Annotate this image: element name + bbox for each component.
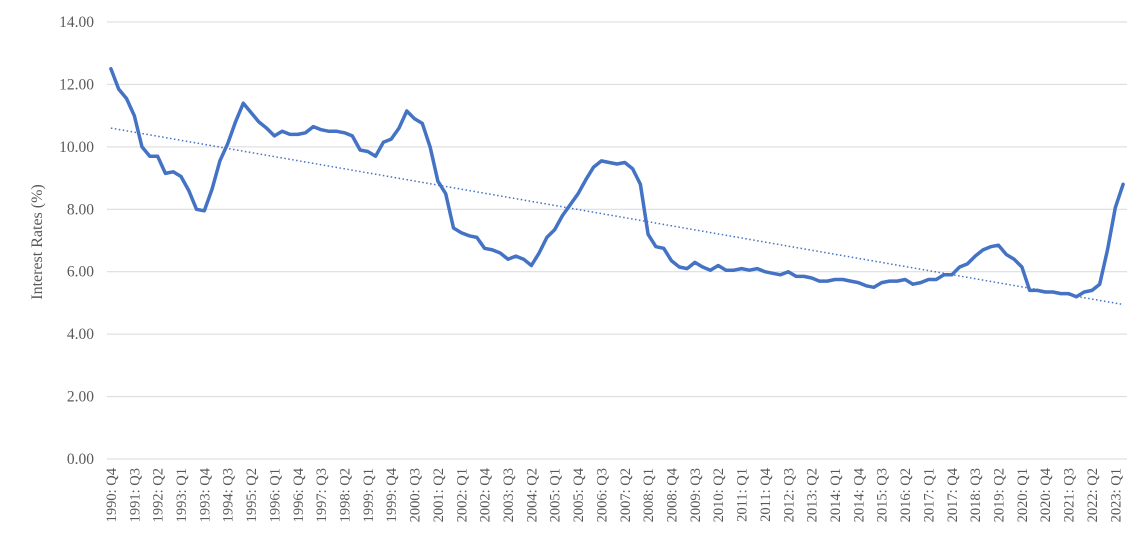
x-tick-label: 1996: Q4 (291, 467, 307, 522)
x-tick-label: 2014: Q1 (828, 468, 844, 522)
y-tick-label: 12.00 (59, 76, 94, 93)
x-tick-label: 2010: Q2 (711, 468, 727, 522)
x-tick-label: 1997: Q3 (314, 468, 330, 522)
x-tick-label: 2000: Q3 (408, 468, 424, 522)
x-tick-label: 2017: Q4 (945, 467, 961, 522)
x-tick-label: 2014: Q4 (851, 467, 867, 522)
y-tick-label: 0.00 (67, 451, 94, 468)
x-tick-label: 1991: Q3 (127, 468, 143, 522)
x-tick-label: 1999: Q1 (361, 468, 377, 522)
y-tick-label: 2.00 (67, 389, 94, 406)
x-tick-label: 2020: Q1 (1015, 468, 1031, 522)
x-tick-label: 1993: Q1 (174, 468, 190, 522)
x-tick-label: 1990: Q4 (104, 467, 120, 522)
x-tick-label: 2020: Q4 (1038, 467, 1054, 522)
gridlines (107, 21, 1127, 398)
x-tick-label: 2004: Q2 (524, 468, 540, 522)
x-tick-label: 2017: Q1 (921, 468, 937, 522)
x-tick-label: 1993: Q4 (197, 467, 213, 522)
x-tick-label: 1992: Q2 (151, 468, 167, 522)
y-tick-label: 14.00 (59, 14, 94, 31)
x-tick-label: 1996: Q1 (267, 468, 283, 522)
x-tick-label: 1994: Q3 (221, 468, 237, 522)
x-tick-label: 2003: Q3 (501, 468, 517, 522)
x-tick-label: 2012: Q3 (781, 468, 797, 522)
x-tick-label: 2018: Q3 (968, 468, 984, 522)
trendline (110, 127, 1124, 306)
x-axis-ticks: 1990: Q4 1991: Q3 1992: Q2 1993: Q1 1993: Q4… (104, 467, 1124, 522)
y-tick-label: 4.00 (67, 326, 94, 343)
x-tick-label: 2011: Q1 (735, 468, 751, 522)
x-tick-label: 2008: Q4 (665, 467, 681, 522)
x-tick-label: 2015: Q3 (875, 468, 891, 522)
x-tick-label: 2006: Q3 (594, 468, 610, 522)
x-tick-label: 2005: Q4 (571, 467, 587, 522)
x-tick-label: 2001: Q2 (431, 468, 447, 522)
y-axis-ticks: 0.00 2.00 4.00 6.00 8.00 10.00 12.00 14.00 (59, 14, 94, 468)
x-tick-label: 2023: Q1 (1108, 468, 1124, 522)
x-tick-label: 2022: Q2 (1085, 468, 1101, 522)
x-tick-label: 2009: Q3 (688, 468, 704, 522)
x-tick-label: 2016: Q2 (898, 468, 914, 522)
x-tick-label: 2002: Q1 (454, 468, 470, 522)
series-line-interest-rates (109, 67, 1125, 299)
x-tick-label: 1995: Q2 (244, 468, 260, 522)
y-tick-label: 10.00 (59, 139, 94, 156)
y-tick-label: 6.00 (67, 264, 94, 281)
y-axis-title: Interest Rates (%) (29, 184, 46, 300)
x-tick-label: 2013: Q2 (805, 468, 821, 522)
x-tick-label: 2019: Q2 (992, 468, 1008, 522)
x-tick-label: 2002: Q4 (478, 467, 494, 522)
x-tick-label: 2007: Q2 (618, 468, 634, 522)
x-tick-label: 2005: Q1 (548, 468, 564, 522)
x-tick-label: 2008: Q1 (641, 468, 657, 522)
x-tick-label: 1999: Q4 (384, 467, 400, 522)
x-tick-label: 1998: Q2 (337, 468, 353, 522)
x-tick-label: 2011: Q4 (758, 467, 774, 522)
x-tick-label: 2021: Q3 (1062, 468, 1078, 522)
y-tick-label: 8.00 (67, 201, 94, 218)
